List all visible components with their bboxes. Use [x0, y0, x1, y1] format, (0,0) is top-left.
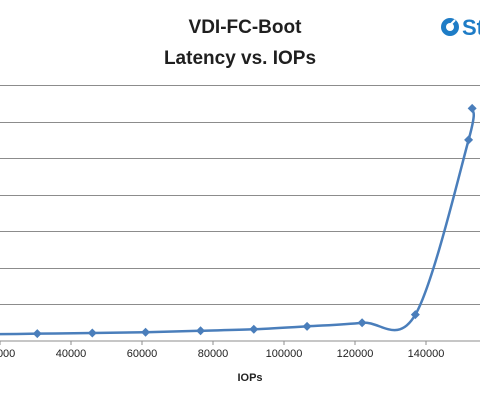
data-point-8 — [410, 310, 420, 320]
data-point-9 — [464, 135, 474, 145]
data-point-7 — [357, 318, 367, 328]
brand-text: St — [462, 15, 480, 40]
x-axis-label: IOPs — [237, 372, 262, 384]
chart-title-line-2: Latency vs. IOPs — [164, 48, 316, 69]
gridlines — [0, 85, 480, 305]
brand-logo: St — [441, 15, 480, 40]
storagereview-logo-icon — [441, 18, 459, 36]
x-tick-label-1: 40000 — [56, 348, 87, 360]
data-point-4 — [196, 326, 206, 336]
x-tick-label-6: 140000 — [408, 348, 445, 360]
data-point-6 — [302, 321, 312, 331]
x-tick-label-5: 120000 — [337, 348, 374, 360]
series-line — [0, 108, 475, 336]
data-point-3 — [141, 327, 151, 337]
x-tick-label-2: 60000 — [127, 348, 158, 360]
x-tick-label-3: 80000 — [198, 348, 229, 360]
x-tick-label-4: 100000 — [266, 348, 303, 360]
data-point-10 — [467, 103, 477, 113]
series-markers — [32, 103, 477, 339]
data-point-5 — [249, 324, 259, 334]
data-point-1 — [32, 329, 42, 339]
x-tick-label-0: 20000 — [0, 348, 15, 360]
chart-title-line-1: VDI-FC-Boot — [189, 17, 303, 38]
x-axis-ticks: 20000 40000 60000 80000 100000 120000 140000 — [0, 341, 444, 360]
data-point-2 — [87, 328, 97, 338]
